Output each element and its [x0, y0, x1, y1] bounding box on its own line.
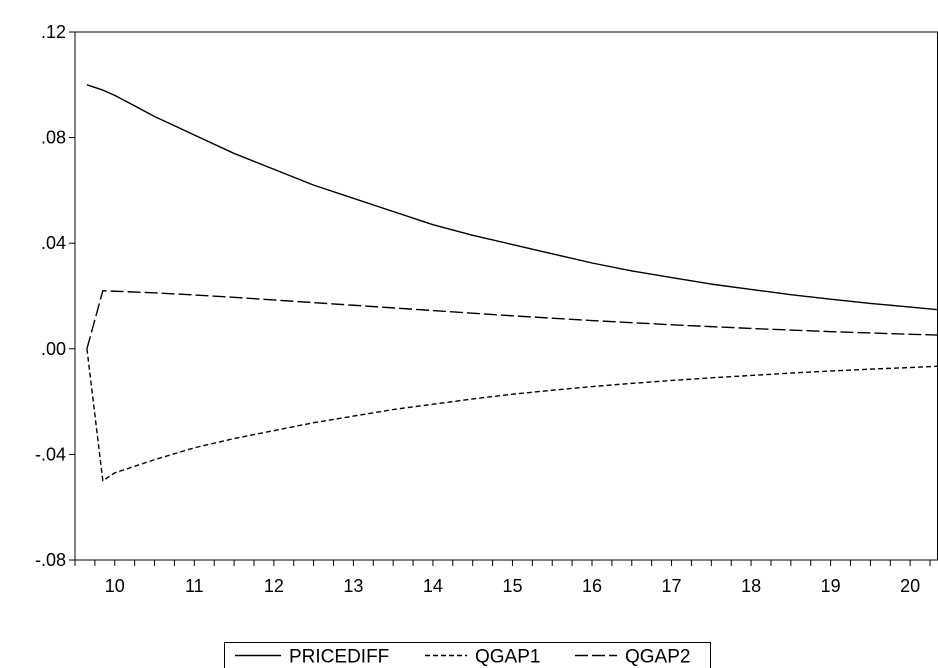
legend-label-qgap2: QGAP2	[625, 647, 690, 668]
x-tick-label: 20	[900, 576, 920, 596]
series-line-qgap2	[86, 290, 938, 349]
y-tick-label: .04	[41, 233, 66, 253]
y-tick-label: -.08	[35, 550, 66, 570]
x-tick-label: 15	[502, 576, 522, 596]
x-tick-label: 16	[582, 576, 602, 596]
y-tick-label: .00	[41, 339, 66, 359]
x-tick-label: 14	[423, 576, 443, 596]
x-tick-label: 11	[185, 576, 204, 596]
x-tick-label: 12	[264, 576, 284, 596]
y-axis: -.08 -.04 .00 .04 .08 .12	[35, 22, 75, 570]
series-line-pricediff	[86, 84, 938, 311]
y-tick-label: .12	[41, 22, 66, 42]
legend: PRICEDIFF QGAP1 QGAP2	[224, 642, 711, 668]
series-layer	[86, 84, 938, 482]
legend-label-qgap1: QGAP1	[475, 647, 540, 668]
y-tick-label: .08	[41, 128, 66, 148]
x-tick-label: 10	[105, 576, 125, 596]
x-tick-label: 13	[343, 576, 363, 596]
series-line-qgap1	[86, 348, 938, 482]
x-tick-label: 18	[741, 576, 761, 596]
x-tick-label: 17	[662, 576, 682, 596]
y-tick-label: -.04	[35, 444, 66, 464]
legend-label-pricediff: PRICEDIFF	[289, 647, 389, 668]
legend-box	[224, 642, 711, 668]
x-tick-label: 19	[821, 576, 841, 596]
x-axis: 10 11 12 13 14 15 16 17 18 19 20	[74, 560, 931, 596]
